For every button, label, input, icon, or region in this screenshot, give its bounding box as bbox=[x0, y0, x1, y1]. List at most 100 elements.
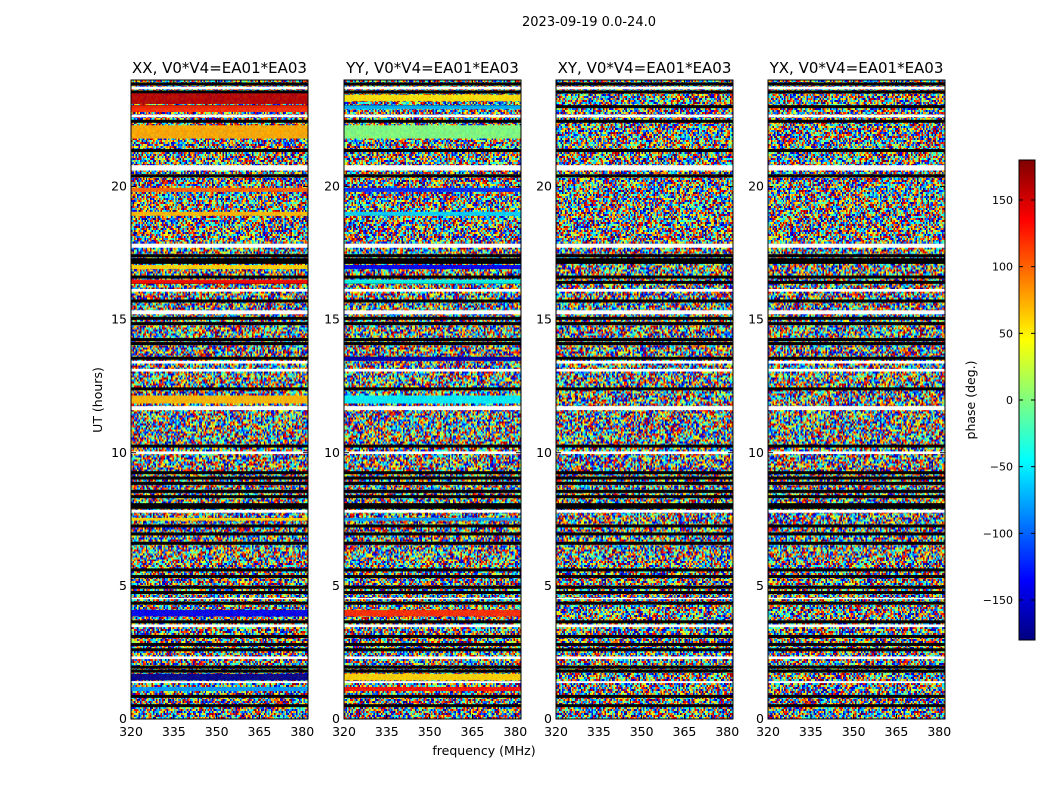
dark-row bbox=[556, 669, 733, 673]
flagged-row bbox=[556, 509, 733, 513]
coherent-band bbox=[131, 211, 308, 216]
dark-row bbox=[131, 620, 308, 624]
dark-row bbox=[131, 254, 308, 258]
dark-row bbox=[131, 665, 308, 669]
flagged-row bbox=[344, 310, 521, 315]
flagged-row bbox=[344, 86, 521, 90]
dark-row bbox=[131, 489, 308, 493]
dark-row bbox=[768, 601, 945, 605]
flagged-row bbox=[344, 509, 521, 513]
flagged-row bbox=[344, 289, 521, 292]
figure-suptitle: 2023-09-19 0.0-24.0 bbox=[522, 15, 656, 30]
coherent-band bbox=[131, 517, 308, 521]
panel-title: XY, V0*V4=EA01*EA03 bbox=[558, 59, 732, 77]
x-tick-label: 350 bbox=[418, 724, 442, 739]
y-tick-label: 10 bbox=[748, 445, 764, 460]
dark-row bbox=[131, 642, 308, 646]
flagged-row bbox=[768, 681, 945, 684]
dark-row bbox=[344, 642, 521, 646]
flagged-row bbox=[344, 368, 521, 372]
dark-row bbox=[768, 634, 945, 638]
y-tick-label: 5 bbox=[756, 578, 764, 593]
colorbar-tick-label: −150 bbox=[983, 594, 1013, 607]
flagged-row bbox=[344, 406, 521, 411]
flagged-row bbox=[556, 451, 733, 455]
panel-title: YX, V0*V4=EA01*EA03 bbox=[769, 59, 944, 77]
dark-row bbox=[556, 541, 733, 545]
flagged-row bbox=[131, 624, 308, 628]
dark-row bbox=[131, 585, 308, 589]
dark-row bbox=[344, 444, 521, 448]
colorbar-tick-label: 0 bbox=[1006, 394, 1013, 407]
dark-row bbox=[556, 322, 733, 326]
flagged-row bbox=[768, 289, 945, 292]
dark-row bbox=[768, 82, 945, 86]
y-tick-label: 5 bbox=[119, 578, 127, 593]
dark-row bbox=[768, 119, 945, 123]
colorbar-tick-label: 50 bbox=[999, 327, 1013, 340]
dark-row bbox=[344, 174, 521, 178]
dark-row bbox=[768, 90, 945, 94]
dark-row bbox=[131, 444, 308, 448]
dark-row bbox=[344, 119, 521, 123]
dark-row bbox=[344, 149, 521, 153]
dark-row bbox=[768, 471, 945, 475]
dark-row bbox=[556, 476, 733, 480]
dark-row bbox=[768, 476, 945, 480]
dark-row bbox=[131, 299, 308, 303]
dark-row bbox=[344, 387, 521, 391]
dark-row bbox=[131, 495, 308, 499]
coherent-band bbox=[131, 687, 308, 692]
dark-row bbox=[131, 82, 308, 86]
y-tick-label: 0 bbox=[119, 711, 127, 726]
coherent-band bbox=[344, 125, 521, 139]
dark-row bbox=[556, 620, 733, 624]
coherent-band bbox=[344, 356, 521, 361]
dark-row bbox=[131, 316, 308, 320]
x-tick-label: 365 bbox=[885, 724, 909, 739]
colorbar-ticks: 150 100 50 0 −50 −100 −150 bbox=[983, 194, 1035, 607]
dark-row bbox=[556, 149, 733, 153]
flagged-row bbox=[768, 597, 945, 600]
dark-row bbox=[556, 505, 733, 509]
dark-row bbox=[344, 665, 521, 669]
dark-row bbox=[768, 481, 945, 485]
flagged-row bbox=[131, 165, 308, 171]
dark-row bbox=[344, 541, 521, 545]
panel-frame bbox=[130, 79, 309, 720]
dark-row bbox=[344, 258, 521, 262]
dark-row bbox=[556, 119, 733, 123]
dark-row bbox=[131, 275, 308, 279]
dark-row bbox=[344, 648, 521, 652]
dark-row bbox=[768, 503, 945, 507]
phase-noise-image bbox=[768, 80, 945, 719]
dark-row bbox=[768, 356, 945, 360]
flagged-row bbox=[131, 86, 308, 90]
dark-row bbox=[768, 280, 945, 284]
colorbar-label: phase (deg.) bbox=[963, 361, 978, 440]
dark-row bbox=[768, 275, 945, 279]
y-tick-label: 0 bbox=[544, 711, 552, 726]
dark-row bbox=[768, 316, 945, 320]
coherent-band bbox=[344, 265, 521, 270]
dark-row bbox=[131, 634, 308, 638]
dark-row bbox=[131, 524, 308, 528]
dark-row bbox=[344, 260, 521, 264]
panel-3: YX, V0*V4=EA01*EA03 320 335 350 365 380 0 5 10 15… bbox=[748, 59, 951, 739]
flagged-row bbox=[768, 656, 945, 660]
x-tick-label: 350 bbox=[205, 724, 229, 739]
dark-row bbox=[556, 471, 733, 475]
dark-row bbox=[768, 575, 945, 579]
dark-row bbox=[556, 342, 733, 346]
dark-row bbox=[131, 356, 308, 360]
colorbar-tick-label: 150 bbox=[992, 194, 1013, 207]
flagged-row bbox=[556, 165, 733, 171]
dark-row bbox=[556, 601, 733, 605]
dark-row bbox=[131, 568, 308, 572]
dark-row bbox=[344, 342, 521, 346]
dark-row bbox=[768, 495, 945, 499]
dark-row bbox=[344, 585, 521, 589]
flagged-row bbox=[344, 165, 521, 171]
x-tick-label: 320 bbox=[332, 724, 356, 739]
flagged-row bbox=[131, 310, 308, 315]
